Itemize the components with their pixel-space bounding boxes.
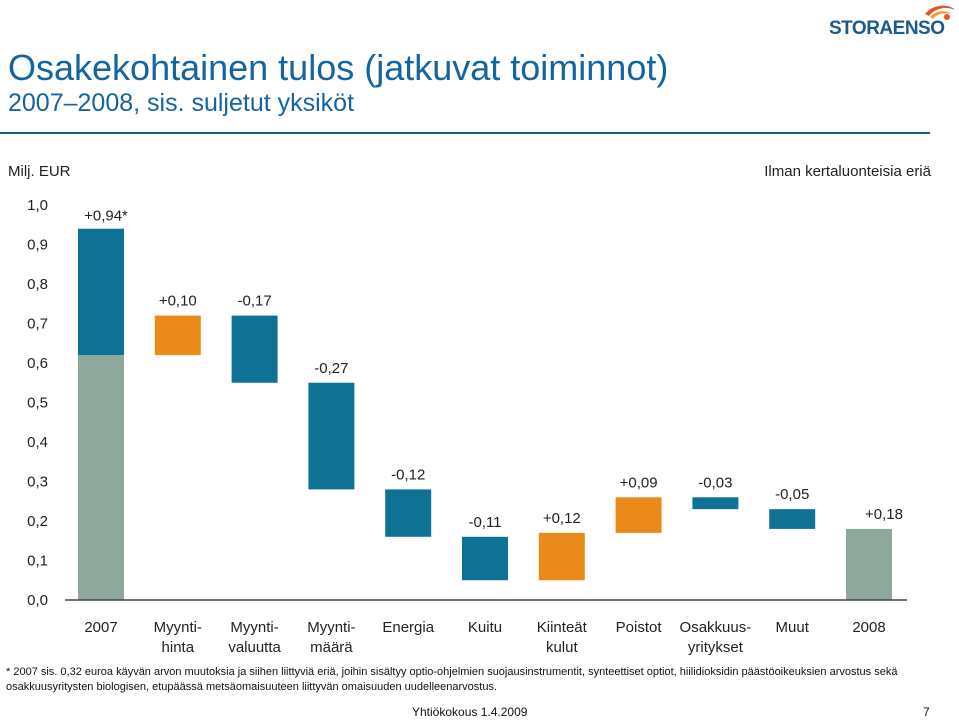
bar-positive	[154, 315, 201, 356]
bar-value-label: -0,12	[391, 466, 425, 483]
bar-negative	[692, 497, 739, 510]
category-label: Kiinteät	[537, 619, 588, 636]
bar-value-label: -0,03	[698, 474, 732, 491]
category-label: Energia	[382, 619, 434, 636]
footnote: * 2007 sis. 0,32 euroa käyvän arvon muut…	[6, 666, 898, 693]
bar-value-label: -0,17	[237, 293, 271, 310]
bar-negative	[462, 536, 508, 581]
bar-negative	[231, 315, 278, 383]
y-tick-label: 0,5	[27, 395, 48, 412]
bar-positive	[615, 497, 662, 533]
bar-value-label: -0,11	[468, 514, 501, 531]
y-tick-label: 0,8	[27, 276, 48, 293]
category-label: Muut	[776, 619, 810, 636]
storaenso-logo: STORAENSO	[829, 4, 955, 42]
category-label: yritykset	[688, 639, 744, 656]
logo-text: STORAENSO	[829, 18, 945, 39]
category-label: Osakkuus-	[680, 619, 752, 636]
unit-label: Milj. EUR	[8, 163, 71, 180]
bar-base-segment	[78, 355, 124, 600]
bar-negative	[308, 382, 355, 490]
y-tick-label: 0,4	[27, 434, 48, 451]
category-label: kulut	[546, 639, 579, 656]
bar-value-label: -0,05	[775, 486, 809, 503]
bar-adjustment-segment	[78, 228, 124, 356]
category-label: 2008	[852, 619, 885, 636]
bar-total	[846, 528, 892, 600]
y-tick-label: 0,3	[27, 474, 48, 491]
bar-negative	[385, 489, 432, 537]
bar-value-label: -0,27	[314, 360, 348, 377]
y-tick-label: 0,0	[27, 592, 48, 609]
bar-value-label: +0,94*	[84, 208, 128, 225]
header-rule	[0, 132, 930, 134]
category-label: 2007	[84, 619, 117, 636]
page-number: 7	[923, 705, 930, 719]
bar-value-label: +0,12	[543, 510, 581, 527]
y-tick-label: 0,6	[27, 355, 48, 372]
bar-value-label: +0,18	[865, 506, 903, 523]
bar-negative	[769, 509, 816, 529]
bar-value-label: +0,10	[159, 293, 197, 310]
category-label: Kuitu	[468, 619, 502, 636]
category-label: määrä	[310, 639, 353, 656]
category-label: hinta	[162, 639, 195, 656]
category-label: Myynti-	[154, 619, 202, 636]
y-tick-label: 1,0	[27, 197, 48, 214]
note-label: Ilman kertaluonteisia eriä	[764, 163, 931, 180]
page-title: Osakekohtainen tulos (jatkuvat toiminnot…	[8, 47, 669, 88]
y-tick-label: 0,9	[27, 237, 48, 254]
logo-swoosh-icon	[925, 5, 955, 20]
y-tick-label: 0,7	[27, 316, 48, 333]
category-label: Myynti-	[307, 619, 355, 636]
bar-value-label: +0,09	[620, 474, 658, 491]
y-tick-label: 0,1	[27, 553, 48, 570]
bar-positive	[538, 532, 585, 581]
category-label: Poistot	[616, 619, 663, 636]
category-label: valuutta	[228, 639, 281, 656]
footer-event: Yhtiökokous 1.4.2009	[412, 705, 528, 719]
y-tick-label: 0,2	[27, 513, 48, 530]
category-label: Myynti-	[230, 619, 278, 636]
page-subtitle: 2007–2008, sis. suljetut yksiköt	[8, 89, 355, 117]
